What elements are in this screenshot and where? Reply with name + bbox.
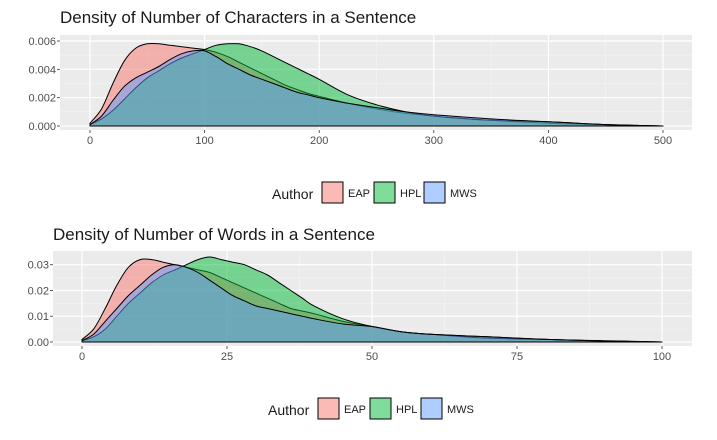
y-axis: 0.00 0.01 0.02 0.03 (28, 260, 53, 349)
x-tick-label: 0 (87, 135, 93, 147)
x-tick-label: 50 (366, 351, 378, 363)
legend-key-hpl (373, 181, 396, 204)
legend: Author EAP HPL MWS (268, 397, 474, 420)
words-density-chart: Density of Number of Words in a Sentence… (28, 225, 692, 420)
legend-title: Author (268, 402, 310, 418)
x-axis: 0 25 50 75 100 (79, 346, 671, 363)
legend-label-eap: EAP (348, 188, 370, 200)
x-tick-label: 300 (425, 135, 443, 147)
x-tick-label: 75 (511, 351, 523, 363)
y-axis: 0.000 0.002 0.004 0.006 (28, 36, 60, 133)
y-tick-label: 0.004 (28, 64, 56, 76)
y-tick-label: 0.03 (28, 260, 49, 272)
chart-title: Density of Number of Words in a Sentence (53, 225, 375, 244)
density-area-mws (89, 49, 664, 127)
legend-label-mws: MWS (450, 188, 477, 200)
x-tick-label: 100 (653, 351, 671, 363)
x-axis: 0 100 200 300 400 500 (87, 130, 672, 147)
x-tick-label: 400 (539, 135, 557, 147)
density-area-mws (81, 264, 663, 343)
legend-label-mws: MWS (447, 404, 474, 416)
x-tick-label: 100 (195, 135, 213, 147)
x-tick-label: 200 (310, 135, 328, 147)
legend: Author EAP HPL MWS (272, 181, 477, 204)
characters-density-chart: Density of Number of Characters in a Sen… (28, 8, 692, 204)
legend-key-eap (321, 181, 344, 204)
density-areas (81, 256, 663, 343)
legend-label-hpl: HPL (396, 404, 417, 416)
y-tick-label: 0.01 (28, 311, 49, 323)
y-tick-label: 0.02 (28, 285, 49, 297)
x-tick-label: 0 (79, 351, 85, 363)
y-tick-label: 0.00 (28, 337, 49, 349)
legend-key-eap (317, 397, 340, 420)
chart-title: Density of Number of Characters in a Sen… (60, 8, 416, 27)
x-tick-label: 25 (221, 351, 233, 363)
y-tick-label: 0.006 (28, 36, 56, 48)
legend-label-eap: EAP (344, 404, 366, 416)
y-tick-label: 0.002 (28, 93, 56, 105)
legend-key-hpl (369, 397, 392, 420)
legend-label-hpl: HPL (400, 188, 421, 200)
legend-key-mws (423, 181, 446, 204)
legend-title: Author (272, 186, 314, 202)
y-tick-label: 0.000 (28, 121, 56, 133)
legend-key-mws (420, 397, 443, 420)
density-areas (89, 42, 664, 127)
x-tick-label: 500 (654, 135, 672, 147)
